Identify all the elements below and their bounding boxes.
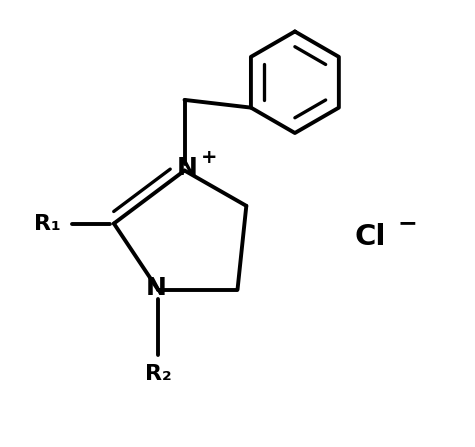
Text: N: N [176, 156, 197, 180]
Text: N: N [145, 275, 166, 299]
Text: +: + [200, 148, 217, 167]
Text: R₂: R₂ [145, 363, 171, 384]
Text: Cl: Cl [354, 223, 386, 251]
Text: −: − [398, 211, 418, 236]
Text: R₁: R₁ [34, 214, 61, 233]
